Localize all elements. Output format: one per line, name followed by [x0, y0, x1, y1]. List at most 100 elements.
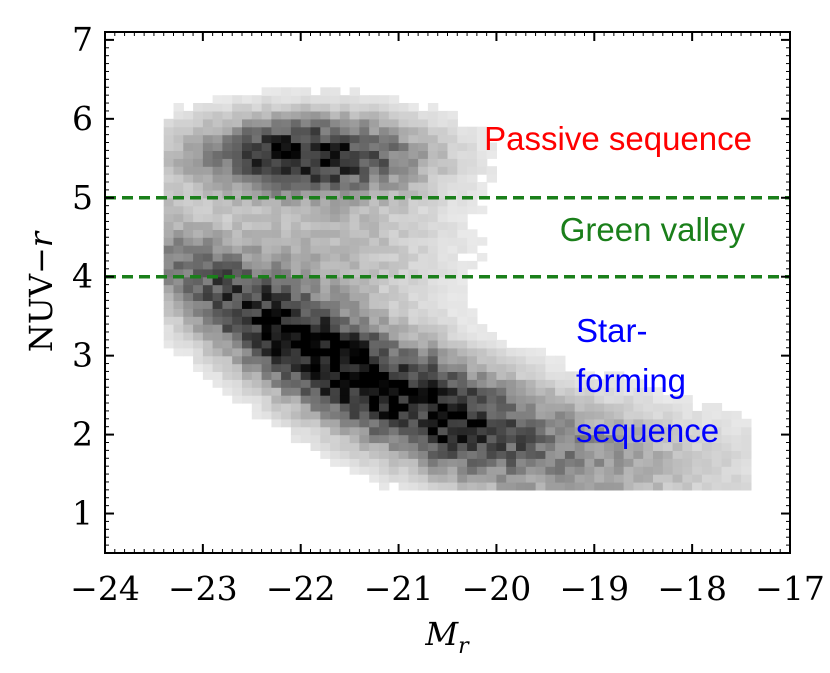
density-cell — [467, 450, 478, 459]
density-cell — [408, 189, 419, 199]
density-cell — [320, 150, 331, 159]
density-cell — [408, 260, 419, 270]
density-cell — [281, 221, 292, 230]
density-cell — [349, 197, 360, 207]
density-cell — [193, 253, 204, 262]
density-cell — [564, 371, 576, 380]
density-cell — [516, 371, 527, 380]
density-cell — [457, 245, 468, 254]
density-cell — [398, 245, 409, 254]
density-cell — [623, 403, 634, 412]
density-cell — [447, 229, 458, 238]
density-cell — [202, 284, 214, 294]
density-cell — [506, 379, 517, 388]
density-cell — [682, 474, 693, 483]
density-cell — [300, 434, 312, 444]
density-cell — [476, 150, 488, 159]
density-cell — [555, 450, 566, 459]
density-cell — [623, 442, 634, 451]
density-cell — [212, 221, 223, 230]
density-cell — [261, 103, 272, 112]
density-cell — [261, 363, 272, 372]
density-cell — [173, 221, 184, 230]
density-cell — [251, 347, 263, 357]
density-cell — [447, 442, 458, 451]
density-cell — [741, 426, 752, 436]
density-cell — [202, 324, 214, 333]
density-cell — [467, 387, 478, 396]
density-cell — [525, 442, 537, 451]
density-cell — [261, 245, 272, 254]
density-cell — [418, 213, 429, 223]
density-cell — [496, 355, 507, 365]
density-cell — [310, 110, 321, 120]
density-cell — [290, 268, 302, 278]
annotation-label: sequence — [576, 412, 719, 449]
density-cell — [212, 126, 223, 136]
density-cell — [281, 363, 292, 372]
density-cell — [408, 253, 419, 262]
density-cell — [701, 434, 713, 444]
density-cell — [604, 466, 615, 475]
density-cell — [418, 253, 429, 262]
density-cell — [290, 150, 302, 159]
density-cell — [290, 276, 302, 286]
density-cell — [516, 410, 527, 420]
density-cell — [447, 450, 458, 459]
density-cell — [369, 324, 380, 333]
density-cell — [506, 458, 517, 467]
density-cell — [653, 418, 664, 428]
density-cell — [506, 474, 517, 483]
density-cell — [202, 197, 214, 207]
density-cell — [408, 174, 419, 183]
density-cell — [408, 221, 419, 230]
density-cell — [467, 150, 478, 159]
density-cell — [349, 158, 360, 167]
density-cell — [349, 347, 360, 357]
density-cell — [320, 426, 331, 436]
density-cell — [242, 118, 253, 128]
density-cell — [398, 134, 409, 144]
density-cell — [290, 363, 302, 372]
density-cell — [359, 332, 370, 341]
density-cell — [643, 466, 654, 475]
density-cell — [369, 110, 380, 120]
density-cell — [349, 245, 360, 254]
density-cell — [623, 410, 634, 420]
density-cell — [662, 418, 674, 428]
density-cell — [281, 126, 292, 136]
density-cell — [594, 450, 605, 459]
density-cell — [408, 474, 419, 483]
density-cell — [672, 403, 683, 412]
density-cell — [408, 245, 419, 254]
density-cell — [193, 103, 204, 112]
density-cell — [310, 260, 321, 270]
density-cell — [173, 134, 184, 144]
density-cell — [427, 403, 439, 412]
density-cell — [310, 95, 321, 104]
density-cell — [682, 450, 693, 459]
density-cell — [476, 403, 488, 412]
density-cell — [320, 142, 331, 151]
density-cell — [672, 434, 683, 444]
density-cell — [212, 142, 223, 151]
density-cell — [183, 245, 194, 254]
density-cell — [692, 426, 703, 436]
density-cell — [310, 410, 321, 420]
density-cell — [339, 166, 351, 175]
density-cell — [398, 260, 409, 270]
density-cell — [701, 410, 713, 420]
density-cell — [447, 395, 458, 404]
density-cell — [310, 387, 321, 396]
density-cell — [437, 426, 449, 436]
density-cell — [408, 363, 419, 372]
density-cell — [212, 253, 223, 262]
density-cell — [222, 166, 233, 175]
density-cell — [173, 213, 184, 223]
density-cell — [564, 474, 576, 483]
density-cell — [447, 213, 458, 223]
density-cell — [232, 229, 243, 238]
density-cell — [379, 347, 390, 357]
density-cell — [457, 403, 468, 412]
